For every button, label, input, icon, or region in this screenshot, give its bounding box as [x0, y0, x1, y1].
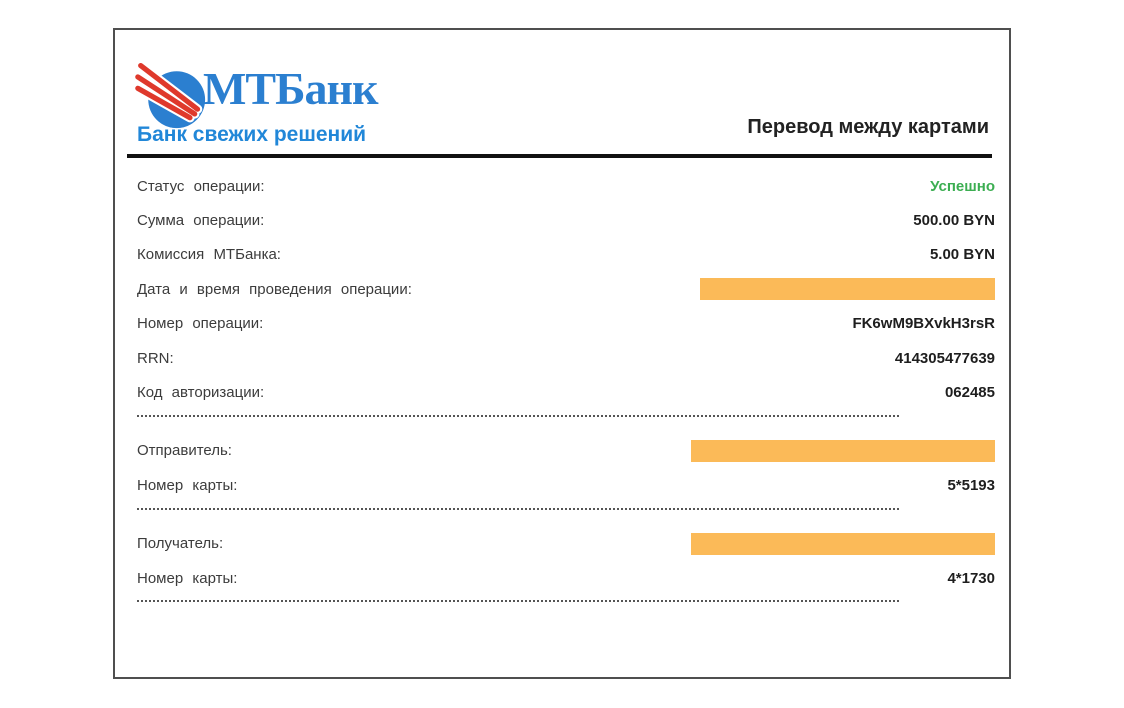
operation-number-value: FK6wM9BXvkH3rsR — [852, 315, 995, 333]
field-label: Номер карты: — [137, 476, 238, 494]
receipt-fields: Статус операции: Успешно Сумма операции:… — [137, 158, 995, 619]
field-label: Сумма операции: — [137, 212, 265, 230]
field-label: Комиссия МТБанка: — [137, 246, 281, 264]
field-row-recipient-card: Номер карты: 4*1730 — [137, 561, 995, 595]
field-row-sender: Отправитель: — [137, 434, 995, 468]
amount-value: 500.00 BYN — [913, 212, 995, 230]
dotted-divider — [137, 595, 995, 619]
bank-logo: МТБанк Банк свежих решений — [135, 56, 379, 146]
field-label: RRN: — [137, 349, 174, 367]
status-value: Успешно — [930, 177, 995, 195]
field-label: Номер карты: — [137, 569, 238, 587]
field-row-sender-card: Номер карты: 5*5193 — [137, 468, 995, 502]
fee-value: 5.00 BYN — [929, 246, 995, 264]
field-label: Код авторизации: — [137, 384, 265, 402]
field-label: Отправитель: — [137, 442, 232, 460]
field-row-datetime: Дата и время проведения операции: — [137, 272, 995, 306]
bank-tagline: Банк свежих решений — [137, 123, 367, 146]
dotted-divider — [137, 410, 995, 434]
redacted-recipient-bar — [691, 532, 995, 555]
bank-wordmark: МТБанк — [203, 63, 379, 114]
receipt-header: МТБанк Банк свежих решений Перевод между… — [135, 56, 989, 145]
field-row-fee: Комиссия МТБанка: 5.00 BYN — [137, 238, 995, 272]
auth-code-value: 062485 — [944, 384, 995, 402]
field-label: Статус операции: — [137, 177, 265, 195]
field-row-recipient: Получатель: — [137, 527, 995, 561]
field-label: Номер операции: — [137, 315, 264, 333]
rrn-value: 414305477639 — [894, 349, 995, 367]
receipt-card: МТБанк Банк свежих решений Перевод между… — [113, 28, 1011, 679]
recipient-card-value: 4*1730 — [947, 569, 995, 587]
field-label: Дата и время проведения операции: — [137, 280, 412, 298]
sender-card-value: 5*5193 — [947, 476, 995, 494]
field-row-rrn: RRN: 414305477639 — [137, 341, 995, 375]
field-row-auth-code: Код авторизации: 062485 — [137, 375, 995, 409]
header-divider-rule — [127, 154, 992, 158]
field-row-amount: Сумма операции: 500.00 BYN — [137, 203, 995, 237]
redacted-datetime-bar — [700, 278, 995, 301]
dotted-divider — [137, 503, 995, 527]
document-title: Перевод между картами — [747, 116, 989, 138]
field-label: Получатель: — [137, 535, 224, 553]
field-row-status: Статус операции: Успешно — [137, 169, 995, 203]
winged-globe-icon — [135, 60, 206, 129]
redacted-sender-bar — [691, 439, 995, 462]
field-row-operation-number: Номер операции: FK6wM9BXvkH3rsR — [137, 307, 995, 341]
